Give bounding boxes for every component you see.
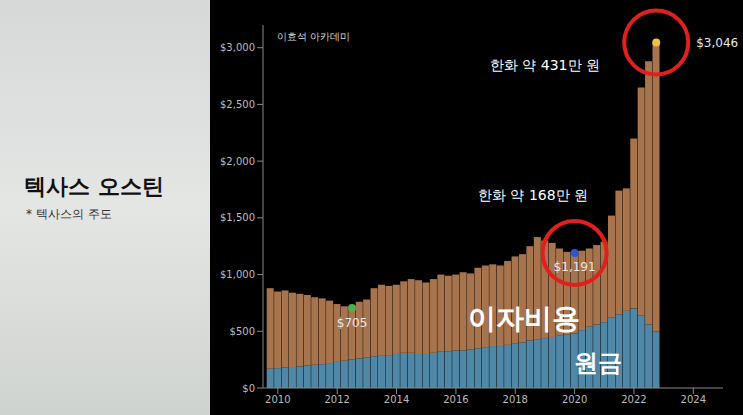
svg-text:$1,000: $1,000 (220, 269, 255, 280)
svg-text:2024: 2024 (681, 394, 706, 405)
svg-text:2016: 2016 (443, 394, 468, 405)
svg-text:$500: $500 (230, 326, 255, 337)
svg-text:2020: 2020 (562, 394, 587, 405)
svg-text:$2,000: $2,000 (220, 156, 255, 167)
svg-text:이자비용: 이자비용 (468, 302, 580, 335)
svg-text:2014: 2014 (384, 394, 409, 405)
svg-text:한화 약 168만 원: 한화 약 168만 원 (478, 187, 588, 203)
svg-text:$705: $705 (337, 316, 368, 330)
svg-text:$2,500: $2,500 (220, 99, 255, 110)
svg-text:2010: 2010 (265, 394, 290, 405)
svg-text:한화 약 431만 원: 한화 약 431만 원 (490, 57, 600, 73)
svg-text:이효석 아카데미: 이효석 아카데미 (277, 31, 350, 42)
svg-text:$3,046: $3,046 (696, 36, 738, 50)
svg-text:$1,500: $1,500 (220, 212, 255, 223)
svg-text:2022: 2022 (621, 394, 646, 405)
svg-text:2012: 2012 (324, 394, 349, 405)
svg-text:$3,000: $3,000 (220, 42, 255, 53)
html-text:* 텍사스의 주도: * 텍사스의 주도 (26, 207, 112, 221)
svg-text:원금: 원금 (574, 349, 622, 377)
svg-text:$0: $0 (242, 383, 255, 394)
svg-text:$1,191: $1,191 (554, 260, 596, 274)
html-text:텍사스 오스틴: 텍사스 오스틴 (24, 174, 164, 199)
svg-text:2018: 2018 (503, 394, 528, 405)
